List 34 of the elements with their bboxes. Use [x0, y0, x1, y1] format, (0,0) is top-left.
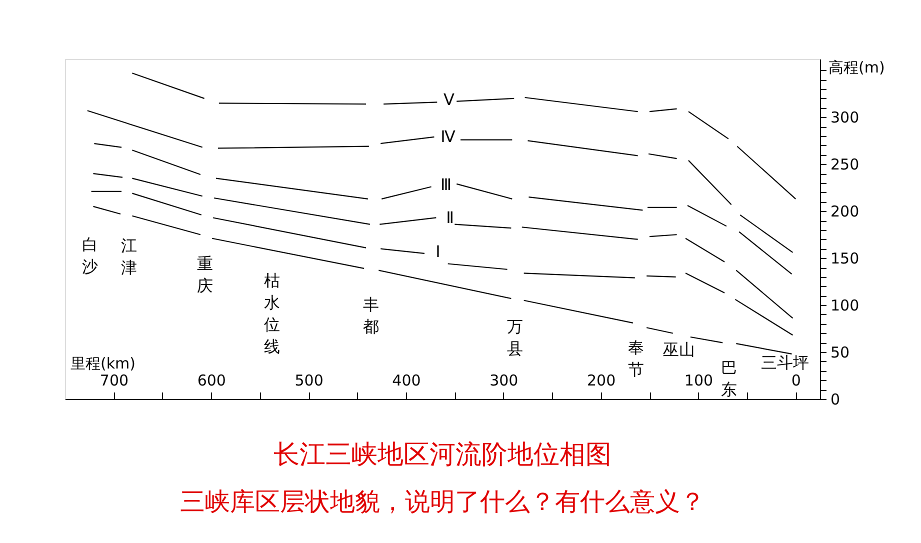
- annotation: 三斗坪: [761, 353, 809, 372]
- annotation: 江津: [121, 236, 137, 277]
- x-tick-label: 400: [392, 372, 421, 390]
- y-tick-label: 300: [830, 108, 860, 127]
- y-tick-label: 200: [830, 202, 860, 221]
- y-tick-label: 100: [830, 296, 860, 315]
- x-tick-label: 0: [791, 372, 801, 390]
- y-tick-label: 50: [830, 344, 850, 362]
- annotation: 万县: [507, 317, 523, 358]
- annotation: 白沙: [82, 235, 98, 276]
- annotation: 奉节: [628, 338, 644, 379]
- series-label: Ⅱ: [446, 208, 454, 227]
- x-tick-label: 600: [197, 372, 226, 390]
- y-tick-label: 250: [830, 156, 860, 174]
- y-tick-label: 150: [830, 250, 860, 268]
- annotation: 巫山: [663, 340, 695, 359]
- x-tick-label: 300: [490, 372, 518, 390]
- annotation: 重庆: [197, 254, 213, 295]
- x-tick-label: 500: [294, 372, 324, 390]
- y-axis-title: 高程(m): [828, 58, 885, 76]
- y-tick-label: 0: [830, 390, 840, 408]
- series-label: Ⅳ: [440, 127, 456, 146]
- annotation: 巴东: [721, 358, 737, 399]
- text: 三峡库区层状地貌，说明了什么？有什么意义？: [180, 487, 705, 516]
- x-tick-label: 700: [100, 372, 129, 390]
- x-axis-title: 里程(km): [70, 354, 136, 372]
- series-label: Ⅰ: [436, 242, 440, 261]
- series-label: Ⅲ: [440, 175, 452, 194]
- text: 长江三峡地区河流阶地位相图: [274, 440, 612, 470]
- annotation: 丰都: [363, 295, 379, 336]
- x-tick-label: 200: [586, 372, 616, 390]
- series-label: 枯水位线: [264, 271, 280, 356]
- x-tick-label: 100: [684, 372, 714, 390]
- series-label: Ⅴ: [444, 90, 455, 109]
